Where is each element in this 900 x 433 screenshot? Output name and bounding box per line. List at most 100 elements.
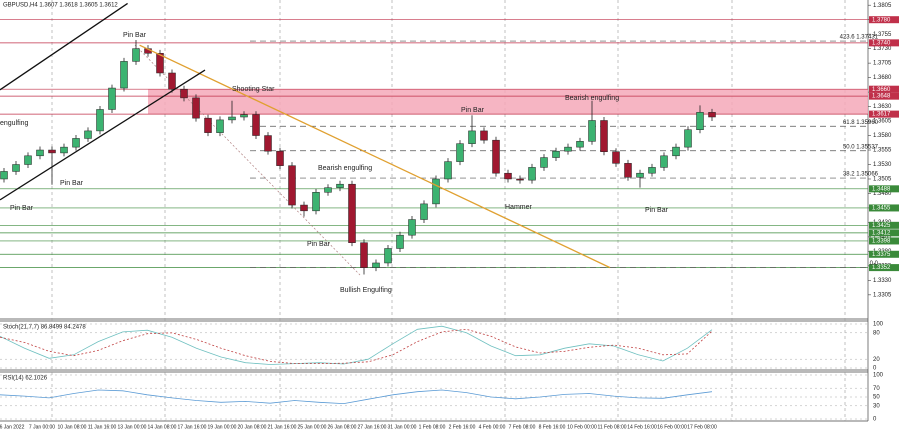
x-tick-label: 27 Jan 16:00 xyxy=(358,424,387,430)
y-tick-label: 100 xyxy=(873,322,884,328)
y-tick-label: 30 xyxy=(873,403,880,409)
trendline xyxy=(0,69,206,201)
x-tick-label: 1 Feb 08:00 xyxy=(419,424,446,430)
candle-body xyxy=(360,242,368,268)
candle-body xyxy=(600,120,608,153)
y-tick-label: 1.3305 xyxy=(873,292,892,298)
level-label: 1.3352 xyxy=(872,265,891,271)
candle-body xyxy=(480,130,488,141)
y-tick-label: 1.3630 xyxy=(873,104,892,110)
candle-body xyxy=(444,161,452,180)
level-label: 1.3617 xyxy=(872,112,891,118)
y-tick-label: 1.3555 xyxy=(873,148,892,154)
indicator-line xyxy=(0,325,713,365)
level-label-bg xyxy=(869,229,899,237)
candle-body xyxy=(180,88,188,99)
level-label-bg xyxy=(869,237,899,245)
candle-body xyxy=(636,172,644,178)
candle-body xyxy=(192,97,200,119)
candle-body xyxy=(708,112,716,118)
level-label: 1.3375 xyxy=(872,252,891,258)
candle-body xyxy=(684,129,692,148)
candle-body xyxy=(696,112,704,130)
x-tick-label: 20 Jan 08:00 xyxy=(238,424,267,430)
candle-body xyxy=(252,114,260,136)
y-tick-label: 50 xyxy=(873,395,880,401)
candle-body xyxy=(528,167,536,181)
annotation: Hammer xyxy=(505,204,533,211)
candle-body xyxy=(312,192,320,212)
level-label: 1.3398 xyxy=(872,239,891,245)
level-label: 1.3648 xyxy=(872,94,891,100)
level-label-bg xyxy=(869,39,899,47)
candle-body xyxy=(96,109,104,132)
x-tick-label: 19 Jan 00:00 xyxy=(208,424,237,430)
candle-body xyxy=(576,141,584,148)
candle-body xyxy=(276,150,284,166)
x-tick-label: 14 Feb 16:00 xyxy=(627,424,657,430)
x-tick-label: 26 Jan 08:00 xyxy=(328,424,357,430)
x-tick-label: 7 Jan 00:00 xyxy=(29,424,55,430)
annotation: Pin Bar xyxy=(123,32,147,39)
level-label-bg xyxy=(869,264,899,272)
candle-body xyxy=(288,165,296,206)
level-label-bg xyxy=(869,16,899,24)
annotation: Bullish Engulfing xyxy=(340,287,392,294)
candle-body xyxy=(264,135,272,152)
level-label: 1.3488 xyxy=(872,186,891,192)
candle-body xyxy=(12,164,20,172)
level-label: 1.3780 xyxy=(872,17,891,23)
candle-body xyxy=(156,53,164,74)
chart-title: GBPUSD,H4 1.3607 1.3618 1.3605 1.3612 xyxy=(3,3,118,9)
y-tick-label: 1.3505 xyxy=(873,177,892,183)
candle-body xyxy=(348,183,356,243)
candle-body xyxy=(384,248,392,264)
indicator-label: Stoch(21,7,7) 86.8499 84.2478 xyxy=(3,325,86,331)
trendline xyxy=(139,44,611,269)
x-tick-label: 21 Jan 16:00 xyxy=(268,424,297,430)
annotation: Pin Bar xyxy=(645,207,669,214)
candle-body xyxy=(60,146,68,154)
y-tick-label: 70 xyxy=(873,386,880,392)
indicator-label: RSI(14) 62.1026 xyxy=(3,376,48,382)
candle-body xyxy=(660,155,668,168)
x-tick-label: 4 Feb 00:00 xyxy=(479,424,506,430)
candle-body xyxy=(108,87,116,110)
annotation: Pin Bar xyxy=(10,205,34,212)
candle-body xyxy=(612,151,620,164)
level-label-bg xyxy=(869,185,899,193)
annotation: Pin Bar xyxy=(461,107,485,114)
x-tick-label: 17 Feb 08:00 xyxy=(687,424,717,430)
candle-body xyxy=(216,119,224,133)
fib-label: 0.0 xyxy=(870,261,879,267)
x-tick-label: 31 Jan 00:00 xyxy=(388,424,417,430)
candle-body xyxy=(84,130,92,139)
y-tick-label: 80 xyxy=(873,330,880,336)
candle-body xyxy=(372,262,380,268)
fib-label: 50.0 1.35537 xyxy=(843,144,879,150)
candle-body xyxy=(324,187,332,193)
candle-body xyxy=(120,61,128,89)
candle-body xyxy=(336,183,344,188)
level-label-bg xyxy=(869,85,899,93)
candle-body xyxy=(420,203,428,220)
level-label: 1.3412 xyxy=(872,230,891,236)
x-tick-label: 6 Jan 2022 xyxy=(0,424,25,430)
indicator-line xyxy=(0,389,713,405)
y-tick-label: 1.3805 xyxy=(873,3,892,9)
candle-body xyxy=(672,146,680,157)
annotation: Shooting Star xyxy=(232,86,275,93)
x-tick-label: 14 Jan 08:00 xyxy=(148,424,177,430)
candle-body xyxy=(504,172,512,180)
candle-body xyxy=(648,167,656,174)
candle-body xyxy=(432,178,440,205)
y-tick-label: 1.3730 xyxy=(873,46,892,52)
y-tick-label: 1.3580 xyxy=(873,133,892,139)
trendline xyxy=(0,2,128,91)
candle-body xyxy=(396,234,404,249)
annotation: Pin Bar xyxy=(307,241,331,248)
level-label: 1.3455 xyxy=(872,206,891,212)
level-label-bg xyxy=(869,221,899,229)
